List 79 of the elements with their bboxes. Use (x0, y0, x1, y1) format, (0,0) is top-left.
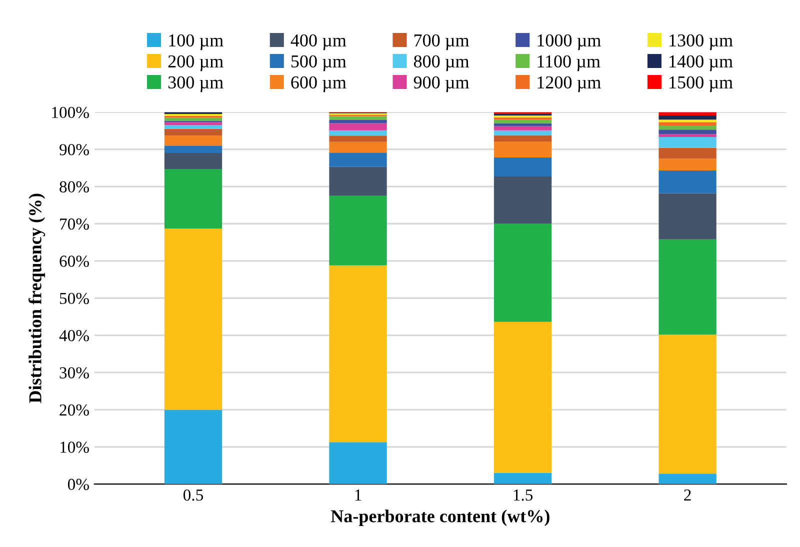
bar (494, 142, 552, 158)
y-tick-label: 10% (60, 442, 89, 453)
bar (329, 442, 387, 484)
y-tick-label: 20% (60, 404, 89, 416)
x-tick-label: 2 (684, 489, 691, 501)
bar (164, 169, 222, 229)
bar (164, 228, 222, 410)
y-tick-label: 0% (68, 478, 89, 490)
bar (658, 239, 716, 335)
y-tick-label: 70% (60, 218, 89, 230)
bar (658, 148, 716, 159)
bar (329, 152, 387, 167)
bar (658, 134, 716, 138)
bar (658, 170, 716, 194)
bar (658, 115, 716, 120)
bar (494, 130, 552, 136)
bar (329, 142, 387, 153)
legend-label: 1200 µm (538, 76, 601, 92)
bar (658, 474, 716, 484)
bar (164, 410, 222, 484)
y-tick-label: 30% (60, 367, 89, 379)
y-tick-label: 100% (52, 106, 89, 118)
x-tick-label: 0.5 (183, 489, 204, 501)
legend-label: 1000 µm (538, 34, 601, 50)
y-tick-label: 90% (60, 144, 89, 156)
bar (494, 322, 552, 473)
bar (329, 265, 387, 442)
bar (658, 120, 716, 122)
bar (658, 158, 716, 171)
legend-label: 600 µm (291, 76, 346, 92)
bar (164, 136, 222, 146)
bar (494, 158, 552, 176)
bar (164, 146, 222, 154)
x-tick-label: 1 (355, 490, 362, 501)
legend-label: 800 µm (414, 55, 470, 72)
legend-label: 700 µm (414, 34, 470, 50)
bar (494, 120, 552, 124)
legend-label: 1300 µm (670, 34, 733, 50)
bar (494, 472, 552, 484)
x-axis-title: Na-perborate content (wt%) (330, 510, 550, 526)
bar (494, 126, 552, 130)
bar (494, 176, 552, 224)
bar (329, 123, 387, 130)
y-tick-label: 80% (60, 181, 89, 193)
bar (164, 128, 222, 136)
bar (329, 166, 387, 196)
bar (164, 122, 222, 126)
bar (658, 334, 716, 474)
bar (658, 137, 716, 148)
legend-label: 900 µm (414, 76, 470, 92)
y-tick-label: 50% (60, 292, 89, 304)
bar (494, 135, 552, 142)
legend-label: 500 µm (291, 55, 346, 72)
legend-label: 1400 µm (670, 55, 733, 72)
bar (164, 125, 222, 129)
y-tick-label: 40% (59, 330, 89, 342)
bar (329, 120, 387, 124)
bar (658, 193, 716, 240)
legend-label: 1100 µm (538, 55, 600, 72)
legend-label: 400 µm (290, 34, 346, 50)
bar (329, 136, 387, 142)
bar (494, 123, 552, 126)
legend-label: 200 µm (168, 55, 224, 72)
bar (658, 126, 716, 130)
bar (658, 112, 716, 116)
legend-label: 300 µm (168, 76, 224, 92)
legend-label: 100 µm (169, 34, 224, 50)
bar (329, 196, 387, 266)
bar (329, 116, 387, 120)
legend-label: 1500 µm (670, 76, 733, 92)
bar (164, 118, 222, 121)
bar (329, 130, 387, 136)
x-tick-label: 1.5 (514, 490, 533, 501)
bar (658, 122, 716, 126)
bar (164, 153, 222, 170)
bar (658, 130, 716, 134)
y-tick-label: 60% (60, 256, 89, 267)
y-axis-title: Distribution frequency (%) (28, 194, 46, 403)
bar (494, 224, 552, 322)
